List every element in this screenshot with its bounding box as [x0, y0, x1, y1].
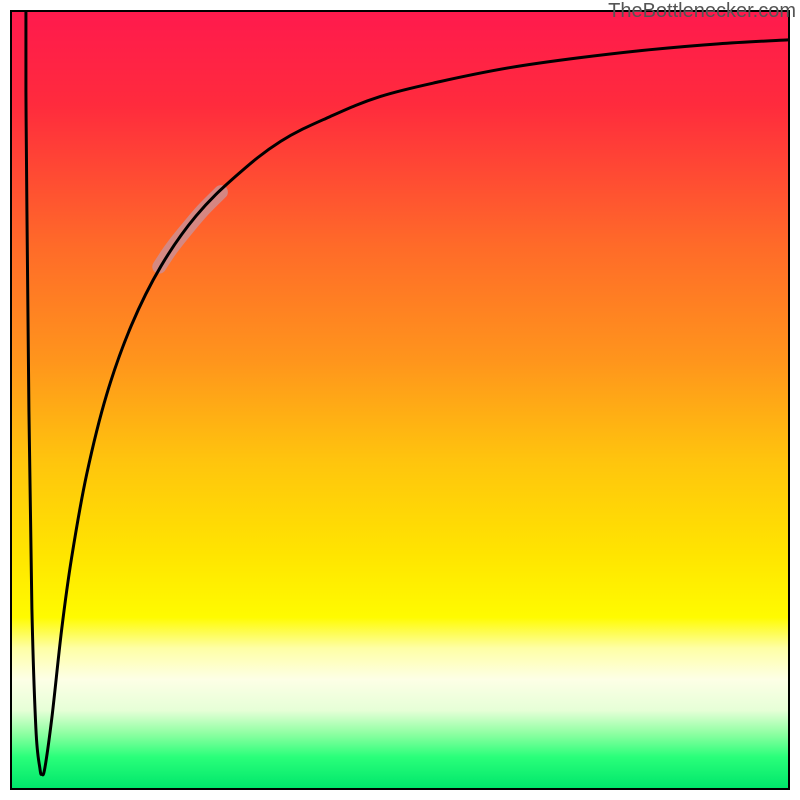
bottleneck-chart: TheBottlenecker.com: [0, 0, 800, 800]
curve-layer: [12, 12, 788, 788]
attribution-label: TheBottlenecker.com: [608, 0, 796, 23]
bottleneck-curve: [26, 12, 788, 775]
plot-area: [10, 10, 790, 790]
